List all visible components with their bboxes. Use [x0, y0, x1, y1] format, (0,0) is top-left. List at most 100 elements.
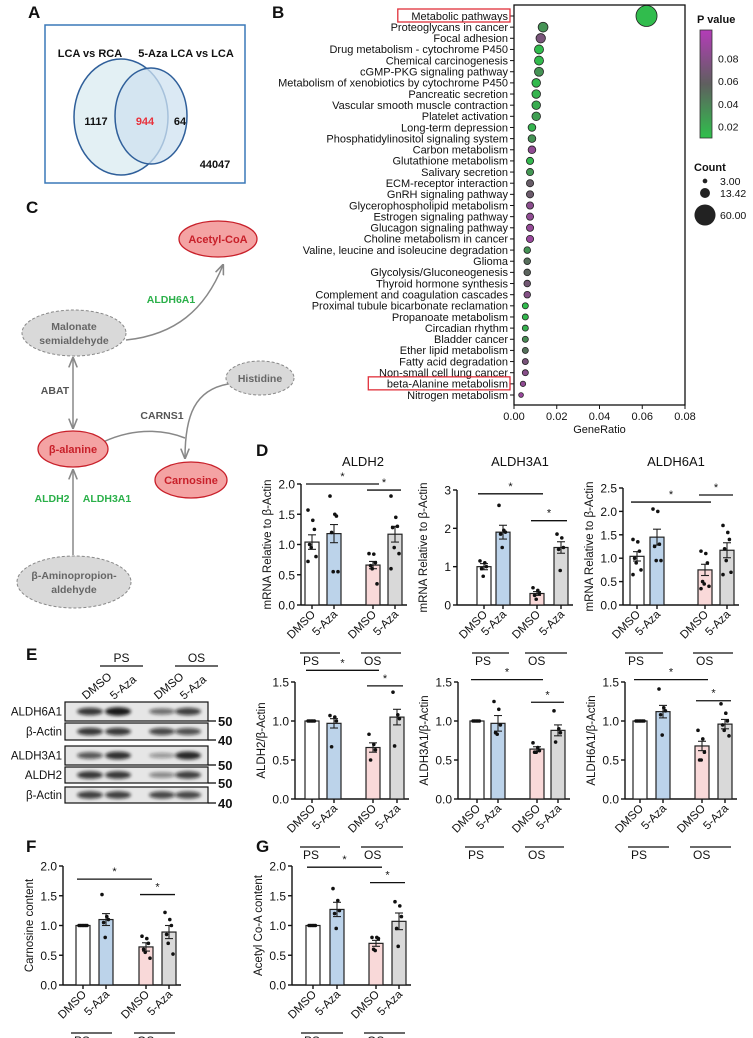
- y-tick-label: 1.0: [272, 715, 289, 729]
- y-tick-label: 0.0: [269, 979, 286, 993]
- y-axis-title: ALDH6A1/β-Actin: [586, 695, 598, 785]
- y-tick-label: 1.5: [602, 676, 619, 690]
- data-point: [642, 719, 646, 723]
- blot-strip: [64, 701, 209, 722]
- pathway-label: Carbon metabolism: [413, 145, 508, 157]
- x-category-label: 5-Aza: [474, 802, 504, 832]
- y-tick-label: 1.0: [269, 919, 286, 933]
- bubble-glucagon-signaling-pathway: [526, 223, 535, 232]
- data-point: [478, 559, 482, 563]
- pathway-label: Metabolic pathways: [411, 11, 508, 23]
- legend-pvalue-title: P value: [697, 14, 735, 26]
- bar-5-aza-os: [550, 729, 566, 800]
- y-tick-label: 2.0: [600, 505, 617, 519]
- marker-label: 50: [218, 758, 232, 773]
- significance-star: *: [669, 489, 674, 501]
- group-label: PS: [628, 654, 644, 668]
- group-label: PS: [303, 654, 319, 668]
- blot-band: [149, 772, 175, 778]
- data-point: [396, 712, 400, 717]
- data-point: [656, 509, 660, 514]
- bubble-bladder-cancer: [521, 335, 529, 343]
- bubble-proteoglycans-in-cancer: [537, 21, 549, 33]
- significance-star: *: [385, 870, 390, 882]
- x-category-label: DMSO: [675, 803, 708, 836]
- pathway-label: Proximal tubule bicarbonate reclamation: [312, 301, 508, 313]
- data-point: [637, 719, 641, 723]
- x-category-label: DMSO: [510, 609, 543, 642]
- pathway-label: Glioma: [473, 256, 509, 268]
- bubble-propanoate-metabolism: [521, 313, 529, 321]
- bubble-ether-lipid-metabolism: [521, 346, 529, 354]
- data-point: [372, 552, 376, 556]
- data-point: [334, 719, 339, 723]
- blot-row: ALDH6A1 50: [11, 701, 232, 729]
- venn-set-right: [114, 67, 188, 165]
- y-axis-title: Carnosine content: [24, 878, 36, 972]
- bubble-proximal-tubule-bicarbonate-reclamation: [521, 302, 529, 310]
- data-point: [331, 886, 335, 891]
- bar-dmso-ps: [476, 566, 492, 606]
- data-point: [334, 926, 339, 931]
- data-point: [145, 936, 149, 941]
- marker-label: 40: [218, 796, 232, 811]
- data-point: [702, 582, 706, 586]
- y-tick-label: 2.0: [40, 860, 57, 874]
- significance-star: *: [505, 667, 510, 679]
- data-point: [164, 932, 169, 937]
- data-point: [370, 935, 374, 940]
- pathway-diagram: Acetyl-CoA Malonate semialdehyde Histidi…: [16, 220, 295, 609]
- pathway-label: Phosphatidylinositol signaling system: [326, 133, 508, 145]
- pathway-label: Bladder cancer: [434, 334, 508, 346]
- pathway-label: beta-Alanine metabolism: [387, 379, 508, 391]
- data-point: [531, 741, 535, 745]
- data-point: [313, 923, 318, 928]
- data-point: [334, 514, 339, 518]
- data-point: [394, 515, 398, 520]
- data-point: [373, 560, 378, 565]
- data-point: [663, 709, 668, 713]
- y-tick-label: 1.0: [600, 552, 617, 566]
- bar-dmso-os: [694, 745, 710, 800]
- bubble-pancreatic-secretion: [531, 89, 541, 99]
- x-tick-label: 0.06: [632, 411, 653, 423]
- size-legend-label: 13.42: [720, 188, 746, 200]
- group-label: PS: [468, 848, 484, 862]
- data-point: [146, 941, 151, 946]
- pathway-label: Salivary secretion: [421, 167, 508, 179]
- y-axis-title: Acetyl Co-A content: [253, 874, 265, 976]
- data-point: [101, 920, 106, 925]
- data-point: [532, 593, 537, 598]
- y-tick-label: 1.0: [40, 919, 57, 933]
- pathway-label: Thyroid hormone synthesis: [376, 278, 509, 290]
- data-point: [328, 494, 332, 498]
- pathway-label: Platelet activation: [422, 111, 508, 123]
- data-point: [558, 568, 562, 573]
- data-point: [367, 551, 371, 556]
- node-beta-alanine-label: β-alanine: [49, 444, 97, 456]
- significance-star: *: [340, 657, 345, 669]
- x-category-label: 5-Aza: [375, 988, 405, 1018]
- y-tick-label: 1.0: [602, 715, 619, 729]
- group-label: OS: [137, 1034, 154, 1038]
- data-point: [705, 561, 710, 565]
- bubble-carbon-metabolism: [527, 145, 537, 155]
- data-point: [729, 570, 733, 575]
- y-tick-label: 2.0: [278, 478, 295, 492]
- x-category-label: 5-Aza: [639, 802, 669, 832]
- blot-row: β-Actin 40: [26, 786, 232, 811]
- data-point: [373, 748, 378, 752]
- bubble-glutathione-metabolism: [526, 156, 535, 165]
- data-point: [169, 923, 174, 928]
- y-axis-title: ALDH3A1/β-Actin: [419, 695, 431, 785]
- data-point: [500, 545, 505, 550]
- data-point: [333, 715, 337, 719]
- blot-row: ALDH2 50: [25, 766, 232, 791]
- significance-star: *: [714, 482, 719, 494]
- data-point: [707, 584, 711, 589]
- y-tick-label: 1.5: [278, 508, 295, 522]
- node-histidine-label: Histidine: [238, 373, 282, 385]
- data-point: [171, 952, 175, 956]
